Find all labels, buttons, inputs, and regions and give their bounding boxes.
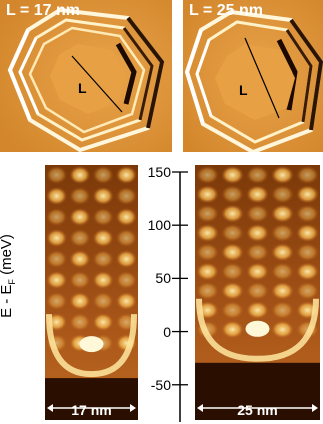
y-axis-title: E - EF (meV): [0, 234, 17, 318]
axis-tick-label: 150: [147, 164, 171, 180]
topograph-image-25nm: [183, 0, 323, 152]
axis-tick-label: 100: [147, 217, 171, 234]
width-label-25nm: 25 nm: [237, 402, 278, 418]
profile-line: [244, 37, 280, 119]
energy-axis: [172, 171, 188, 422]
topograph-panel-25nm: L = 25 nm L: [183, 0, 323, 152]
dos-map-25nm: 25 nm: [195, 165, 320, 420]
dos-map-image-17nm: [45, 165, 138, 420]
topograph-image-17nm: [0, 0, 172, 152]
axis-tick-label: 0: [163, 323, 171, 340]
axis-tick-label: 50: [155, 270, 171, 287]
topograph-panel-17nm: L = 17 nm L: [0, 0, 172, 152]
axis-tick-label: -50: [150, 376, 171, 393]
dos-map-image-25nm: [195, 165, 320, 420]
profile-marker-label: L: [239, 82, 248, 98]
panel-label-17nm: L = 17 nm: [6, 2, 80, 19]
profile-marker-label: L: [78, 80, 87, 96]
width-label-17nm: 17 nm: [71, 402, 112, 418]
dos-map-17nm: 17 nm: [45, 165, 138, 420]
profile-line: [71, 55, 123, 113]
panel-label-25nm: L = 25 nm: [189, 2, 263, 19]
